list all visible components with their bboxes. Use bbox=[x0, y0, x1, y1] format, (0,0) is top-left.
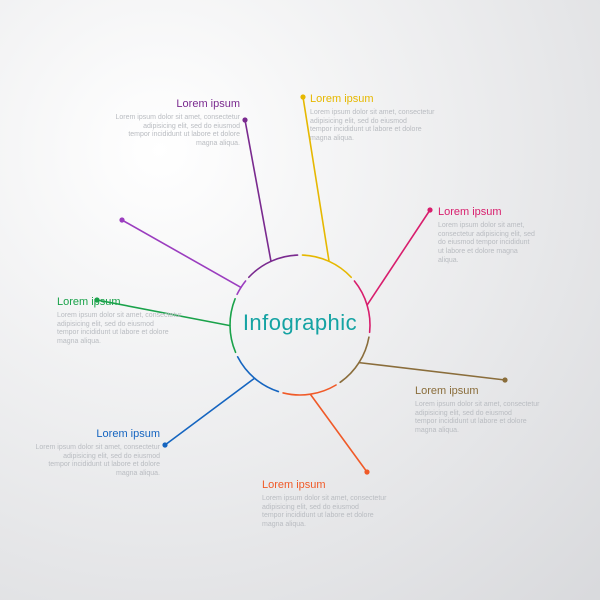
text-title-blue: Lorem ipsum bbox=[10, 428, 160, 442]
text-block-yellow: Lorem ipsum Lorem ipsum dolor sit amet, c… bbox=[310, 93, 460, 144]
text-body-blue: Lorem ipsum dolor sit amet, consectetur … bbox=[10, 444, 160, 479]
text-title-purple: Lorem ipsum bbox=[100, 98, 240, 112]
text-block-brown: Lorem ipsum Lorem ipsum dolor sit amet, c… bbox=[415, 385, 565, 436]
dot-purple bbox=[242, 117, 247, 122]
text-block-purple: Lorem ipsum Lorem ipsum dolor sit amet, c… bbox=[100, 98, 240, 149]
dot-brown bbox=[502, 377, 507, 382]
dot-violet bbox=[119, 217, 124, 222]
text-body-green: Lorem ipsum dolor sit amet, consectetur … bbox=[57, 312, 207, 347]
text-body-orange: Lorem ipsum dolor sit amet, consectetur … bbox=[262, 495, 412, 530]
text-block-green: Lorem ipsum Lorem ipsum dolor sit amet, c… bbox=[57, 296, 207, 347]
dot-magenta bbox=[427, 207, 432, 212]
text-body-magenta: Lorem ipsum dolor sit amet, consectetur … bbox=[438, 222, 578, 266]
text-body-brown: Lorem ipsum dolor sit amet, consectetur … bbox=[415, 401, 565, 436]
dot-blue bbox=[162, 442, 167, 447]
text-body-yellow: Lorem ipsum dolor sit amet, consectetur … bbox=[310, 109, 460, 144]
text-title-brown: Lorem ipsum bbox=[415, 385, 565, 399]
dot-yellow bbox=[300, 94, 305, 99]
infographic-stage: Infographic Lorem ipsum Lorem ipsum dolor… bbox=[0, 0, 600, 600]
center-label: Infographic bbox=[243, 310, 357, 336]
text-block-blue: Lorem ipsum Lorem ipsum dolor sit amet, c… bbox=[10, 428, 160, 479]
dot-orange bbox=[364, 469, 369, 474]
text-block-orange: Lorem ipsum Lorem ipsum dolor sit amet, c… bbox=[262, 479, 412, 530]
text-body-purple: Lorem ipsum dolor sit amet, consectetur … bbox=[100, 114, 240, 149]
text-title-yellow: Lorem ipsum bbox=[310, 93, 460, 107]
text-title-green: Lorem ipsum bbox=[57, 296, 207, 310]
text-block-magenta: Lorem ipsum Lorem ipsum dolor sit amet, c… bbox=[438, 206, 578, 266]
text-title-magenta: Lorem ipsum bbox=[438, 206, 578, 220]
text-title-orange: Lorem ipsum bbox=[262, 479, 412, 493]
